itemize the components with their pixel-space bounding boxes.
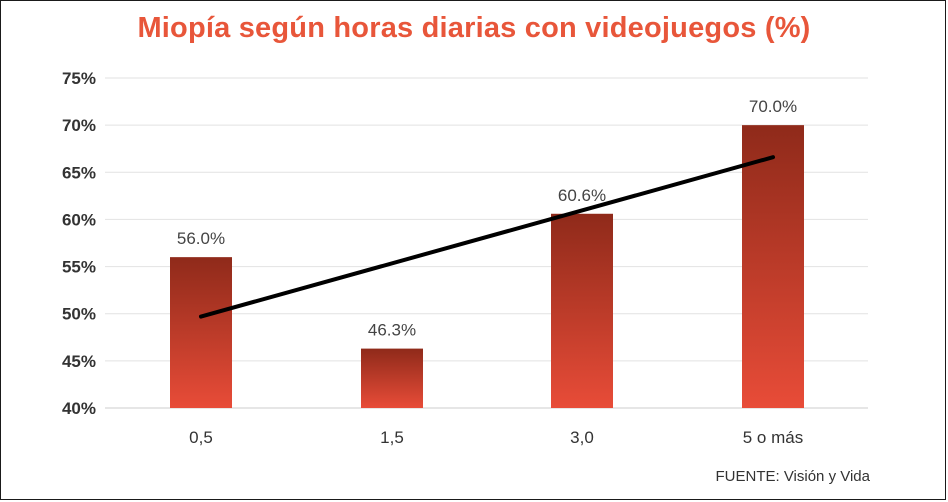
y-axis-tick-labels: 40% 45% 50% 55% 60% 65% 70% 75% (62, 69, 96, 418)
bar (742, 125, 804, 409)
y-tick-label: 55% (62, 258, 96, 277)
bars (170, 125, 804, 409)
data-label: 46.3% (368, 321, 416, 340)
y-tick-label: 75% (62, 69, 96, 88)
data-label: 56.0% (177, 229, 225, 248)
source-note: FUENTE: Visión y Vida (715, 468, 870, 485)
trendline-group (199, 155, 775, 319)
chart-title: Miopía según horas diarias con videojueg… (137, 12, 811, 44)
data-label: 70.0% (749, 97, 797, 116)
x-category-label: 3,0 (570, 428, 594, 447)
x-category-label: 5 o más (743, 428, 803, 447)
gridlines (105, 77, 868, 409)
x-category-label: 0,5 (189, 428, 213, 447)
data-labels: 56.0% 46.3% 60.6% 70.0% (177, 97, 797, 339)
x-category-label: 1,5 (380, 428, 404, 447)
data-label: 60.6% (558, 186, 606, 205)
y-tick-label: 50% (62, 305, 96, 324)
y-tick-label: 60% (62, 210, 96, 229)
y-tick-label: 40% (62, 399, 96, 418)
x-axis-category-labels: 0,5 1,5 3,0 5 o más (189, 428, 803, 447)
y-tick-label: 45% (62, 352, 96, 371)
bar (551, 213, 613, 408)
trendline (199, 155, 775, 319)
bar (170, 257, 232, 408)
bar (361, 348, 423, 408)
y-tick-label: 70% (62, 116, 96, 135)
y-tick-label: 65% (62, 163, 96, 182)
